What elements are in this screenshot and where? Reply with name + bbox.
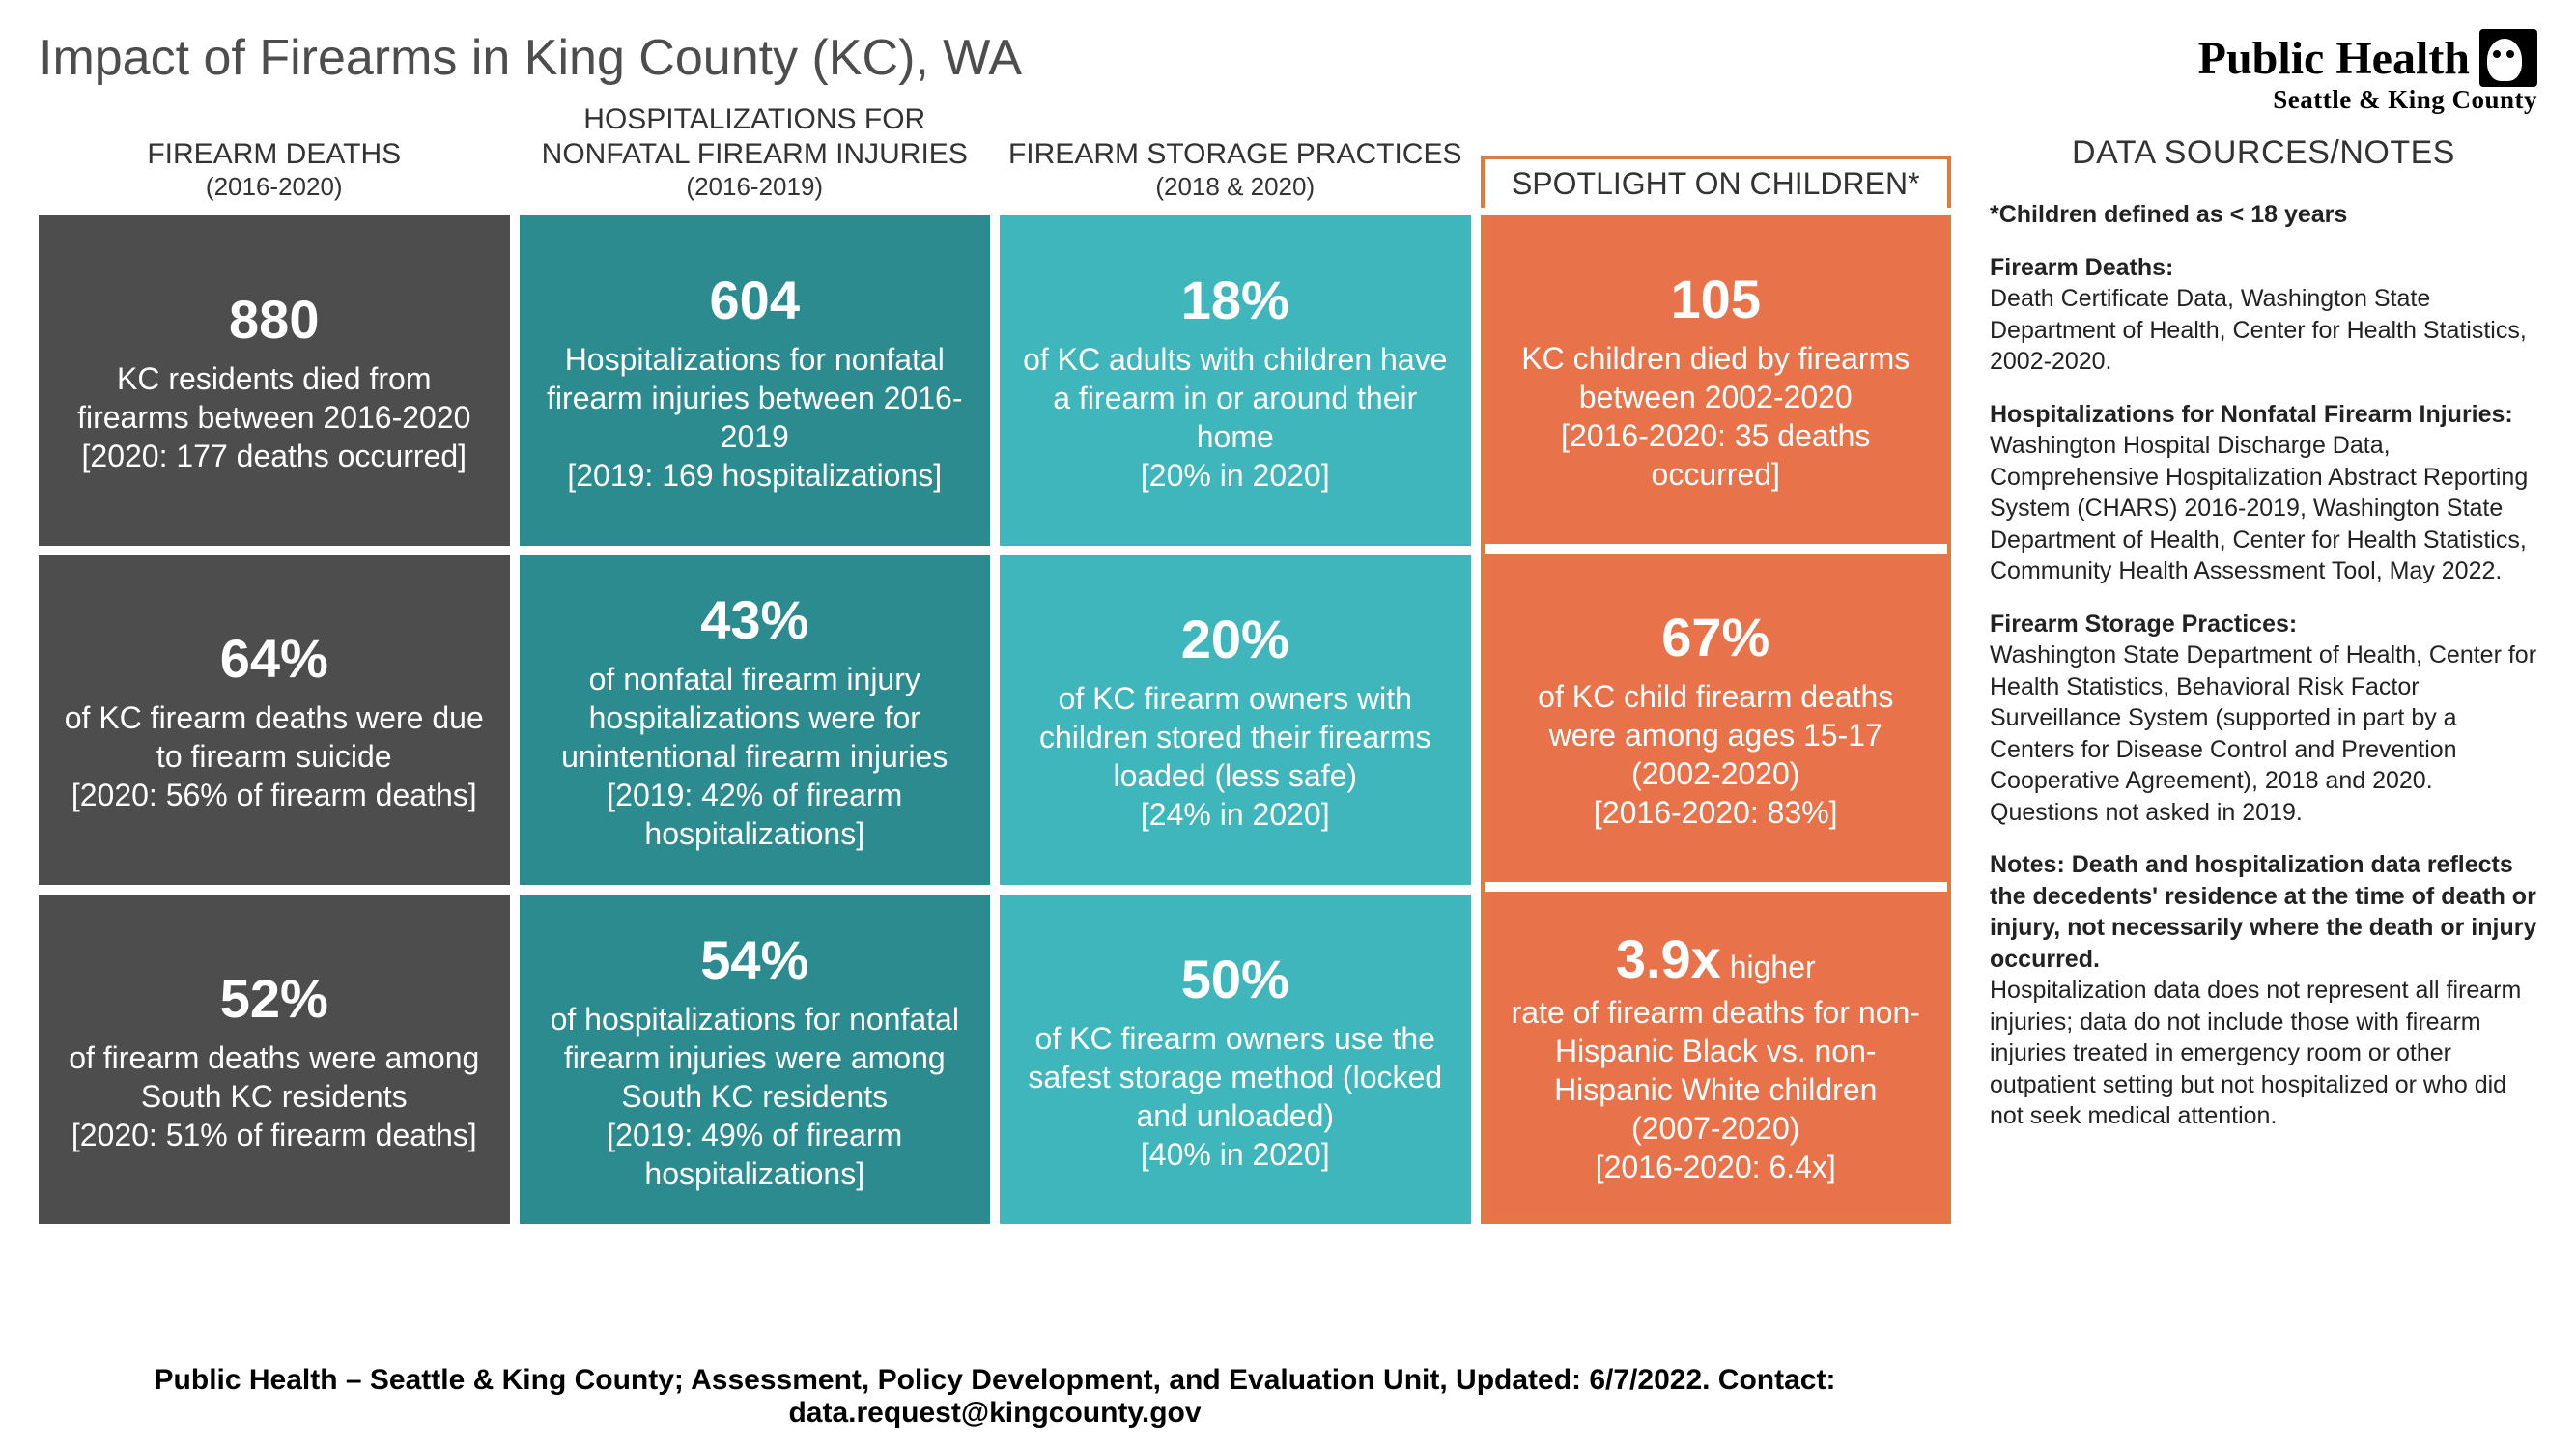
children-definition: *Children defined as < 18 years xyxy=(1990,201,2347,228)
stat-body: KC residents died from firearms between … xyxy=(62,359,487,475)
stat-cell: 105 KC children died by firearms between… xyxy=(1485,215,1948,544)
stat-value: 64% xyxy=(220,625,328,693)
stat-value: 43% xyxy=(700,586,808,654)
col-header-hosp: HOSPITALIZATIONS FOR NONFATAL FIREARM IN… xyxy=(520,97,991,208)
stats-grid: FIREARM DEATHS (2016-2020) HOSPITALIZATI… xyxy=(39,97,1951,1341)
col-header-title: HOSPITALIZATIONS FOR NONFATAL FIREARM IN… xyxy=(542,103,968,170)
source-b: Washington State Department of Health, C… xyxy=(1990,641,2536,826)
sources-body: *Children defined as < 18 years Firearm … xyxy=(1990,199,2537,1153)
stat-body: of firearm deaths were among South KC re… xyxy=(62,1038,487,1154)
logo-title: Public Health xyxy=(2198,32,2470,85)
source-h: Firearm Deaths: xyxy=(1990,254,2173,281)
stat-body: of KC child firearm deaths were among ag… xyxy=(1508,677,1925,832)
stat-value: 52% xyxy=(220,965,328,1033)
stat-cell: 604 Hospitalizations for nonfatal firear… xyxy=(520,215,991,545)
col-header-deaths: FIREARM DEATHS (2016-2020) xyxy=(39,131,510,208)
stat-value: 67% xyxy=(1661,604,1769,671)
notes-h: Notes: Death and hospitalization data re… xyxy=(1990,851,2536,973)
notes-b: Hospitalization data does not represent … xyxy=(1990,977,2521,1129)
stat-body: of nonfatal firearm injury hospitalizati… xyxy=(543,660,968,853)
page-title: Impact of Firearms in King County (KC), … xyxy=(39,29,1951,87)
stat-value: 604 xyxy=(710,267,800,334)
org-logo: Public Health Seattle & King County xyxy=(1990,29,2537,115)
stat-value: 3.9x xyxy=(1616,928,1721,989)
stat-value: 50% xyxy=(1181,946,1289,1013)
col-header-sub: (2018 & 2020) xyxy=(1005,172,1465,202)
face-icon xyxy=(2479,29,2537,87)
stat-cell: 18% of KC adults with children have a fi… xyxy=(1000,215,1471,545)
stat-value: 20% xyxy=(1181,606,1289,673)
col-header-title: SPOTLIGHT ON CHILDREN* xyxy=(1512,166,1920,201)
logo-subtitle: Seattle & King County xyxy=(1990,85,2537,115)
source-b: Washington Hospital Discharge Data, Comp… xyxy=(1990,432,2528,584)
stat-cell: 52% of firearm deaths were among South K… xyxy=(39,895,510,1224)
stat-body: KC children died by firearms between 200… xyxy=(1508,339,1925,494)
stat-cell: 50% of KC firearm owners use the safest … xyxy=(1000,895,1471,1224)
source-b: Death Certificate Data, Washington State… xyxy=(1990,285,2527,375)
col-header-sub: (2016-2019) xyxy=(525,172,985,202)
stat-body: of KC firearm deaths were due to firearm… xyxy=(62,698,487,814)
spotlight-column: 105 KC children died by firearms between… xyxy=(1481,215,1952,1224)
col-header-sub: (2016-2020) xyxy=(44,172,504,202)
stat-cell: 54% of hospitalizations for nonfatal fir… xyxy=(520,895,991,1224)
stat-value: 18% xyxy=(1181,267,1289,334)
stat-body: of KC adults with children have a firear… xyxy=(1023,340,1448,495)
col-header-spotlight: SPOTLIGHT ON CHILDREN* xyxy=(1481,156,1952,208)
stat-body: of KC firearm owners use the safest stor… xyxy=(1023,1019,1448,1174)
stat-value: 880 xyxy=(229,286,319,354)
stat-value: 54% xyxy=(700,926,808,994)
stat-suffix: higher xyxy=(1721,950,1816,984)
source-h: Hospitalizations for Nonfatal Firearm In… xyxy=(1990,401,2513,428)
stat-body: of hospitalizations for nonfatal firearm… xyxy=(543,1000,968,1193)
stat-cell: 880 KC residents died from firearms betw… xyxy=(39,215,510,545)
sources-heading: DATA SOURCES/NOTES xyxy=(1990,134,2537,172)
source-h: Firearm Storage Practices: xyxy=(1990,611,2297,638)
col-header-title: FIREARM DEATHS xyxy=(147,138,401,170)
col-header-title: FIREARM STORAGE PRACTICES xyxy=(1008,138,1462,170)
stat-value: 105 xyxy=(1671,266,1761,333)
col-header-storage: FIREARM STORAGE PRACTICES (2018 & 2020) xyxy=(1000,131,1471,208)
stat-body: of KC firearm owners with children store… xyxy=(1023,679,1448,834)
stat-cell: 20% of KC firearm owners with children s… xyxy=(1000,555,1471,885)
stat-cell: 43% of nonfatal firearm injury hospitali… xyxy=(520,555,991,885)
stat-cell: 64% of KC firearm deaths were due to fir… xyxy=(39,555,510,885)
stat-cell: 67% of KC child firearm deaths were amon… xyxy=(1485,554,1948,882)
stat-cell: 3.9x higher rate of firearm deaths for n… xyxy=(1485,892,1948,1220)
footer-attribution: Public Health – Seattle & King County; A… xyxy=(39,1341,1951,1430)
stat-body: Hospitalizations for nonfatal firearm in… xyxy=(543,340,968,495)
stat-body: rate of firearm deaths for non-Hispanic … xyxy=(1508,993,1925,1186)
